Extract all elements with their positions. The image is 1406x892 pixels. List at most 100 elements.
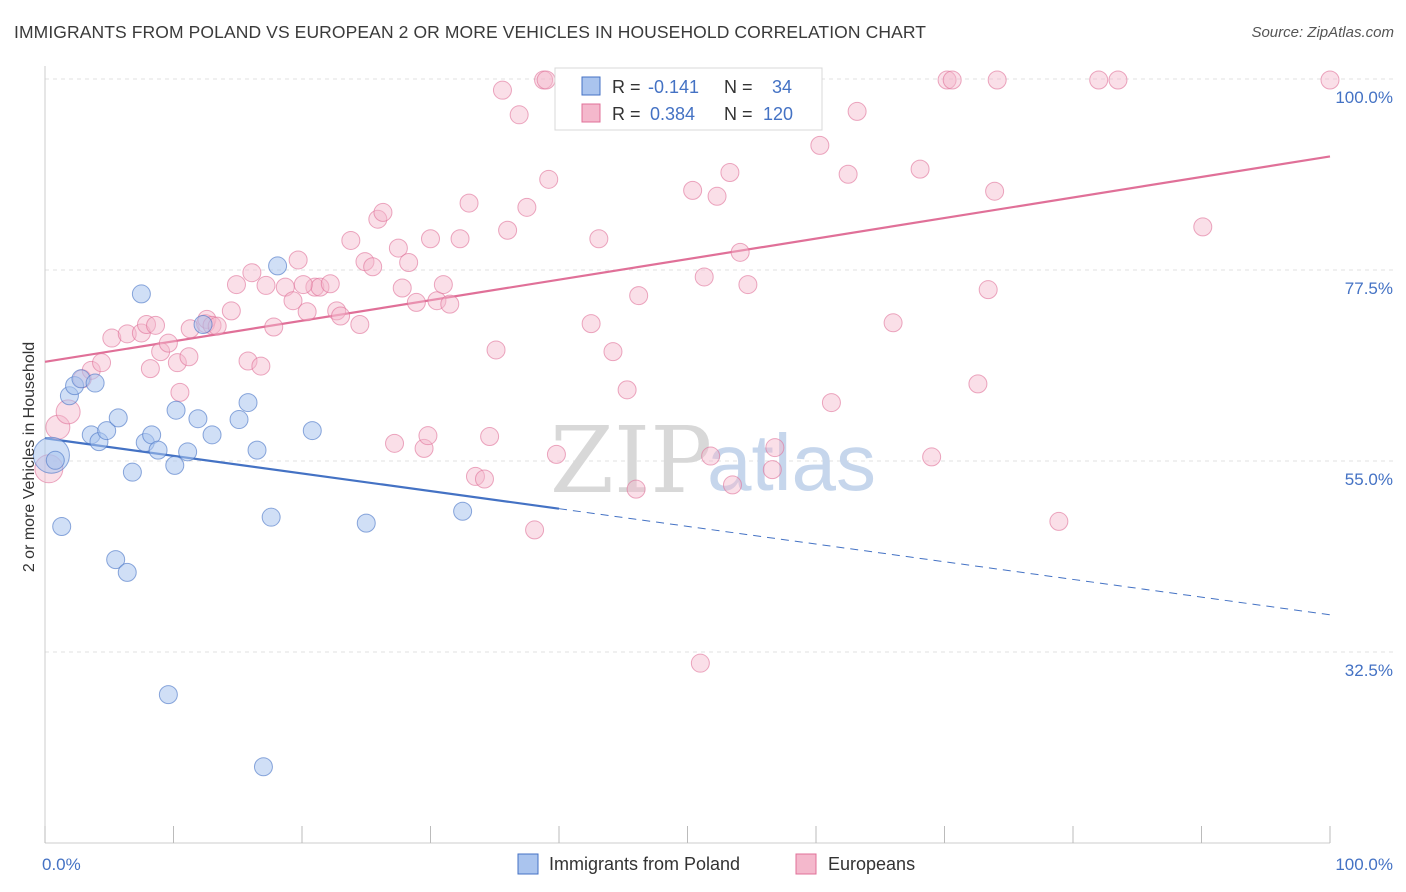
y-tick-label-3: 100.0% <box>1335 88 1393 107</box>
europeans-point-24 <box>238 351 258 371</box>
legend-n-label-2: N = <box>724 104 753 124</box>
europeans-point-31 <box>288 250 308 270</box>
europeans-point-81 <box>626 479 646 499</box>
series-swatch-poland <box>517 853 539 875</box>
legend-n-value-1: 34 <box>772 77 792 97</box>
poland-point-20 <box>193 314 213 334</box>
source-label: Source: ZipAtlas.com <box>1251 24 1394 41</box>
poland-point-26 <box>261 507 281 527</box>
poland-point-10 <box>122 462 142 482</box>
europeans-point-27 <box>256 275 276 295</box>
europeans-point-98 <box>762 460 782 480</box>
europeans-point-15 <box>170 382 190 402</box>
europeans-point-64 <box>517 197 537 217</box>
europeans-point-45 <box>388 238 408 258</box>
poland-point-18 <box>178 442 198 462</box>
europeans-point-22 <box>221 301 241 321</box>
europeans-point-10 <box>140 359 160 379</box>
europeans-point-41 <box>363 257 383 277</box>
poland-point-22 <box>229 410 249 430</box>
legend-r-value-1: -0.141 <box>648 77 699 97</box>
europeans-point-14 <box>167 353 187 373</box>
europeans-point-103 <box>838 164 858 184</box>
europeans-point-94 <box>720 163 740 183</box>
poland-trend-line <box>44 437 560 510</box>
legend-n-value-2: 120 <box>763 104 793 124</box>
europeans-point-51 <box>421 229 440 249</box>
europeans-point-110 <box>968 374 988 394</box>
europeans-point-99 <box>765 438 785 458</box>
europeans-point-43 <box>373 202 393 222</box>
europeans-point-55 <box>450 229 470 249</box>
poland-point-21 <box>202 425 222 445</box>
poland-point-11 <box>131 284 151 304</box>
europeans-point-107 <box>922 447 942 467</box>
europeans-point-54 <box>440 294 460 314</box>
europeans-point-106 <box>910 159 930 179</box>
europeans-point-102 <box>821 393 841 413</box>
series-legend: Immigrants from Poland Europeans <box>517 853 915 875</box>
europeans-point-104 <box>847 101 867 121</box>
europeans-point-38 <box>341 230 361 250</box>
europeans-point-11 <box>146 315 166 335</box>
europeans-point-52 <box>427 291 447 311</box>
watermark-atlas: atlas <box>707 418 876 507</box>
poland-point-30 <box>453 501 473 521</box>
legend-r-label-2: R = <box>612 104 641 124</box>
x-tick-labels: 0.0% 100.0% <box>42 855 1393 874</box>
poland-point-19 <box>188 409 208 429</box>
poland-point-32 <box>117 562 137 582</box>
y-tick-label-1: 55.0% <box>1345 470 1393 489</box>
poland-point-1 <box>45 450 65 470</box>
europeans-point-61 <box>492 80 512 100</box>
poland-trend-line-extension <box>558 508 1331 616</box>
legend-swatch-poland <box>581 76 601 96</box>
europeans-point-13 <box>158 333 178 353</box>
europeans-point-74 <box>581 314 601 334</box>
europeans-point-6 <box>102 328 122 348</box>
poland-point-27 <box>268 256 288 276</box>
europeans-trend-line <box>44 155 1331 363</box>
europeans-point-117 <box>1193 217 1213 237</box>
y-tick-label-0: 32.5% <box>1345 661 1393 680</box>
europeans-point-44 <box>385 433 405 453</box>
poland-point-8 <box>97 421 117 441</box>
europeans-point-60 <box>486 340 506 360</box>
x-tick-label-0: 0.0% <box>42 855 81 874</box>
europeans-point-92 <box>701 446 721 466</box>
watermark: ZIP atlas <box>550 407 876 514</box>
europeans-point-47 <box>399 253 419 273</box>
europeans-point-113 <box>987 70 1007 90</box>
poland-point-2 <box>52 517 72 537</box>
europeans-point-89 <box>683 180 703 200</box>
europeans-point-93 <box>707 186 727 206</box>
trend-lines <box>44 155 1331 616</box>
poland-point-24 <box>247 440 267 460</box>
poland-point-16 <box>165 455 185 475</box>
poland-point-23 <box>238 393 258 413</box>
europeans-point-39 <box>350 314 370 334</box>
europeans-point-46 <box>392 278 412 298</box>
poland-point-31 <box>106 550 126 570</box>
legend-swatch-europeans <box>581 103 601 123</box>
series-label-poland: Immigrants from Poland <box>549 854 740 874</box>
europeans-point-82 <box>629 286 649 306</box>
europeans-point-32 <box>297 302 317 322</box>
chart-title: IMMIGRANTS FROM POLAND VS EUROPEAN 2 OR … <box>14 22 927 42</box>
europeans-point-23 <box>226 275 246 295</box>
europeans-point-116 <box>1108 70 1128 90</box>
europeans-point-36 <box>327 301 347 321</box>
europeans-point-48 <box>406 292 426 312</box>
europeans-point-16 <box>179 347 199 367</box>
europeans-point-7 <box>117 324 137 344</box>
watermark-zip: ZIP <box>550 407 712 514</box>
europeans-point-112 <box>985 181 1005 201</box>
stats-legend: R = -0.141 N = 34 R = 0.384 N = 120 <box>554 67 823 131</box>
poland-point-28 <box>302 421 322 441</box>
europeans-point-65 <box>525 520 545 540</box>
europeans-point-30 <box>283 291 303 311</box>
legend-n-label-1: N = <box>724 77 753 97</box>
europeans-point-62 <box>498 220 518 240</box>
europeans-point-118 <box>1320 70 1340 90</box>
y-tick-labels: 32.5% 55.0% 77.5% 100.0% <box>1335 88 1393 680</box>
